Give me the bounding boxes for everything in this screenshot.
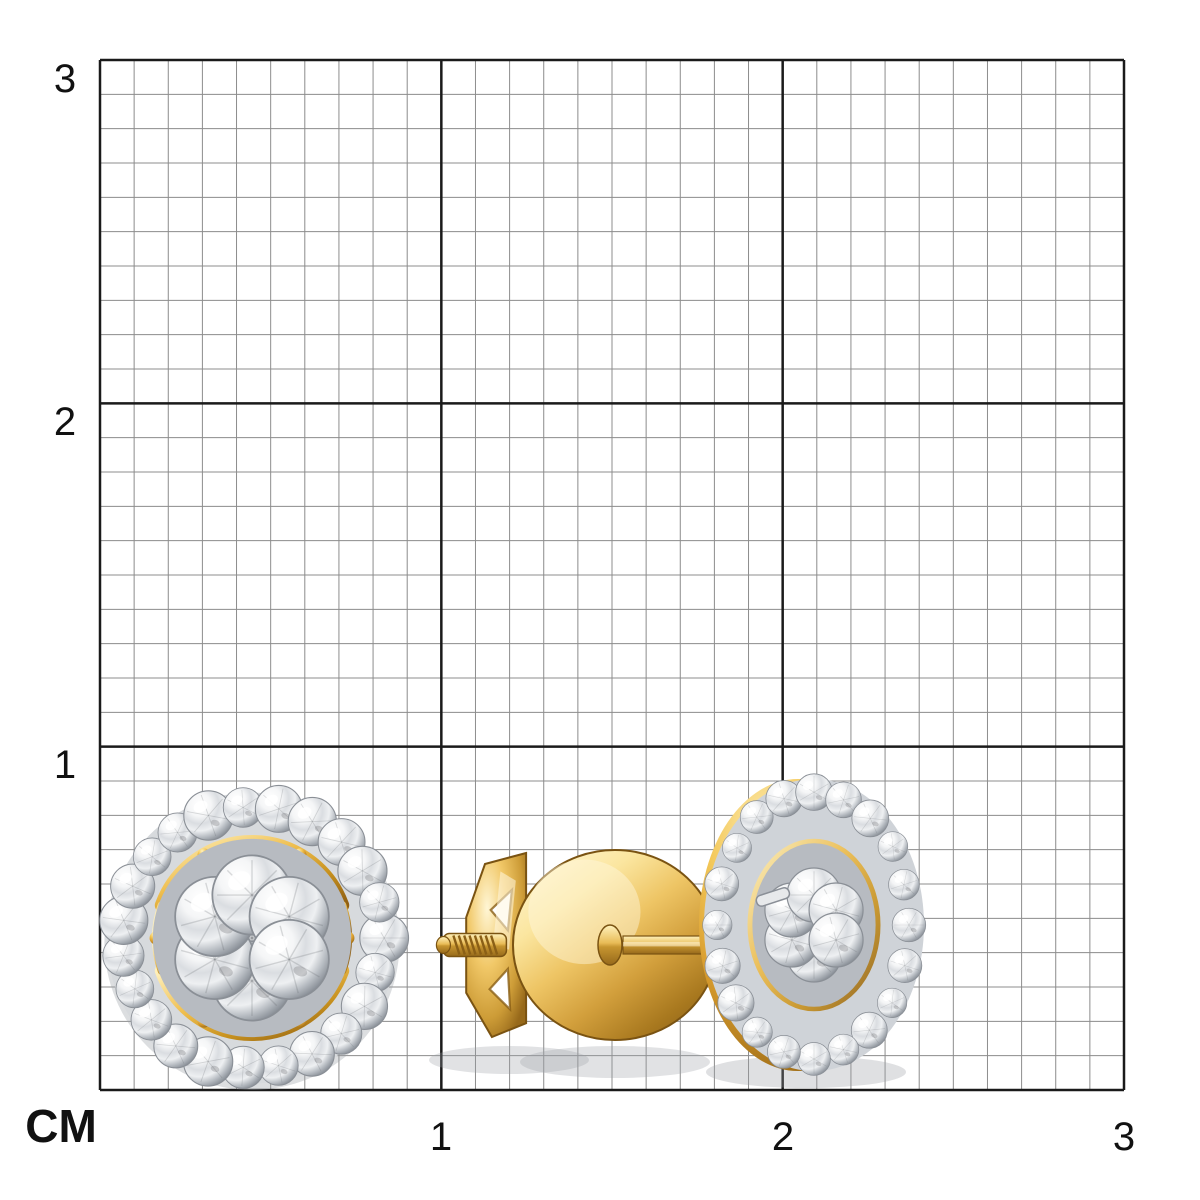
svg-text:1: 1 bbox=[430, 1115, 452, 1159]
svg-text:3: 3 bbox=[1113, 1115, 1135, 1159]
svg-text:3: 3 bbox=[54, 57, 76, 101]
svg-text:2: 2 bbox=[772, 1115, 794, 1159]
svg-text:1: 1 bbox=[54, 743, 76, 787]
svg-text:CM: CM bbox=[25, 1100, 97, 1152]
svg-text:2: 2 bbox=[54, 400, 76, 444]
